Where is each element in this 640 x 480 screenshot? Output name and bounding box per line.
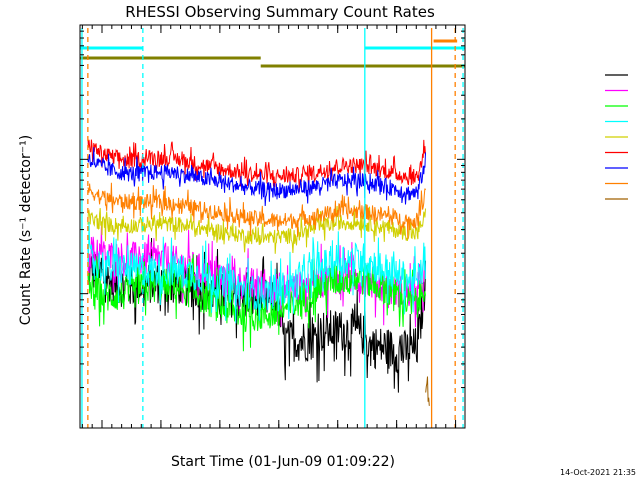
plot-frame — [79, 24, 466, 429]
x-axis-label: Start Time (01-Jun-09 01:09:22) — [171, 454, 395, 470]
series-line-5 — [87, 136, 426, 192]
series-layer — [87, 136, 430, 406]
annotation-layer — [80, 28, 465, 428]
series-line-6 — [87, 147, 426, 207]
series-line-8 — [425, 376, 430, 406]
y-axis-label: Count Rate (s⁻¹ detector⁻¹) — [18, 135, 34, 325]
footer-timestamp: 14-Oct-2021 21:35 — [560, 468, 636, 477]
series-line-7 — [87, 182, 426, 240]
legend — [605, 74, 628, 200]
series-line-2 — [87, 254, 426, 352]
chart-title: RHESSI Observing Summary Count Rates — [125, 3, 435, 21]
axes-layer — [80, 24, 465, 429]
series-line-3 — [87, 221, 426, 324]
